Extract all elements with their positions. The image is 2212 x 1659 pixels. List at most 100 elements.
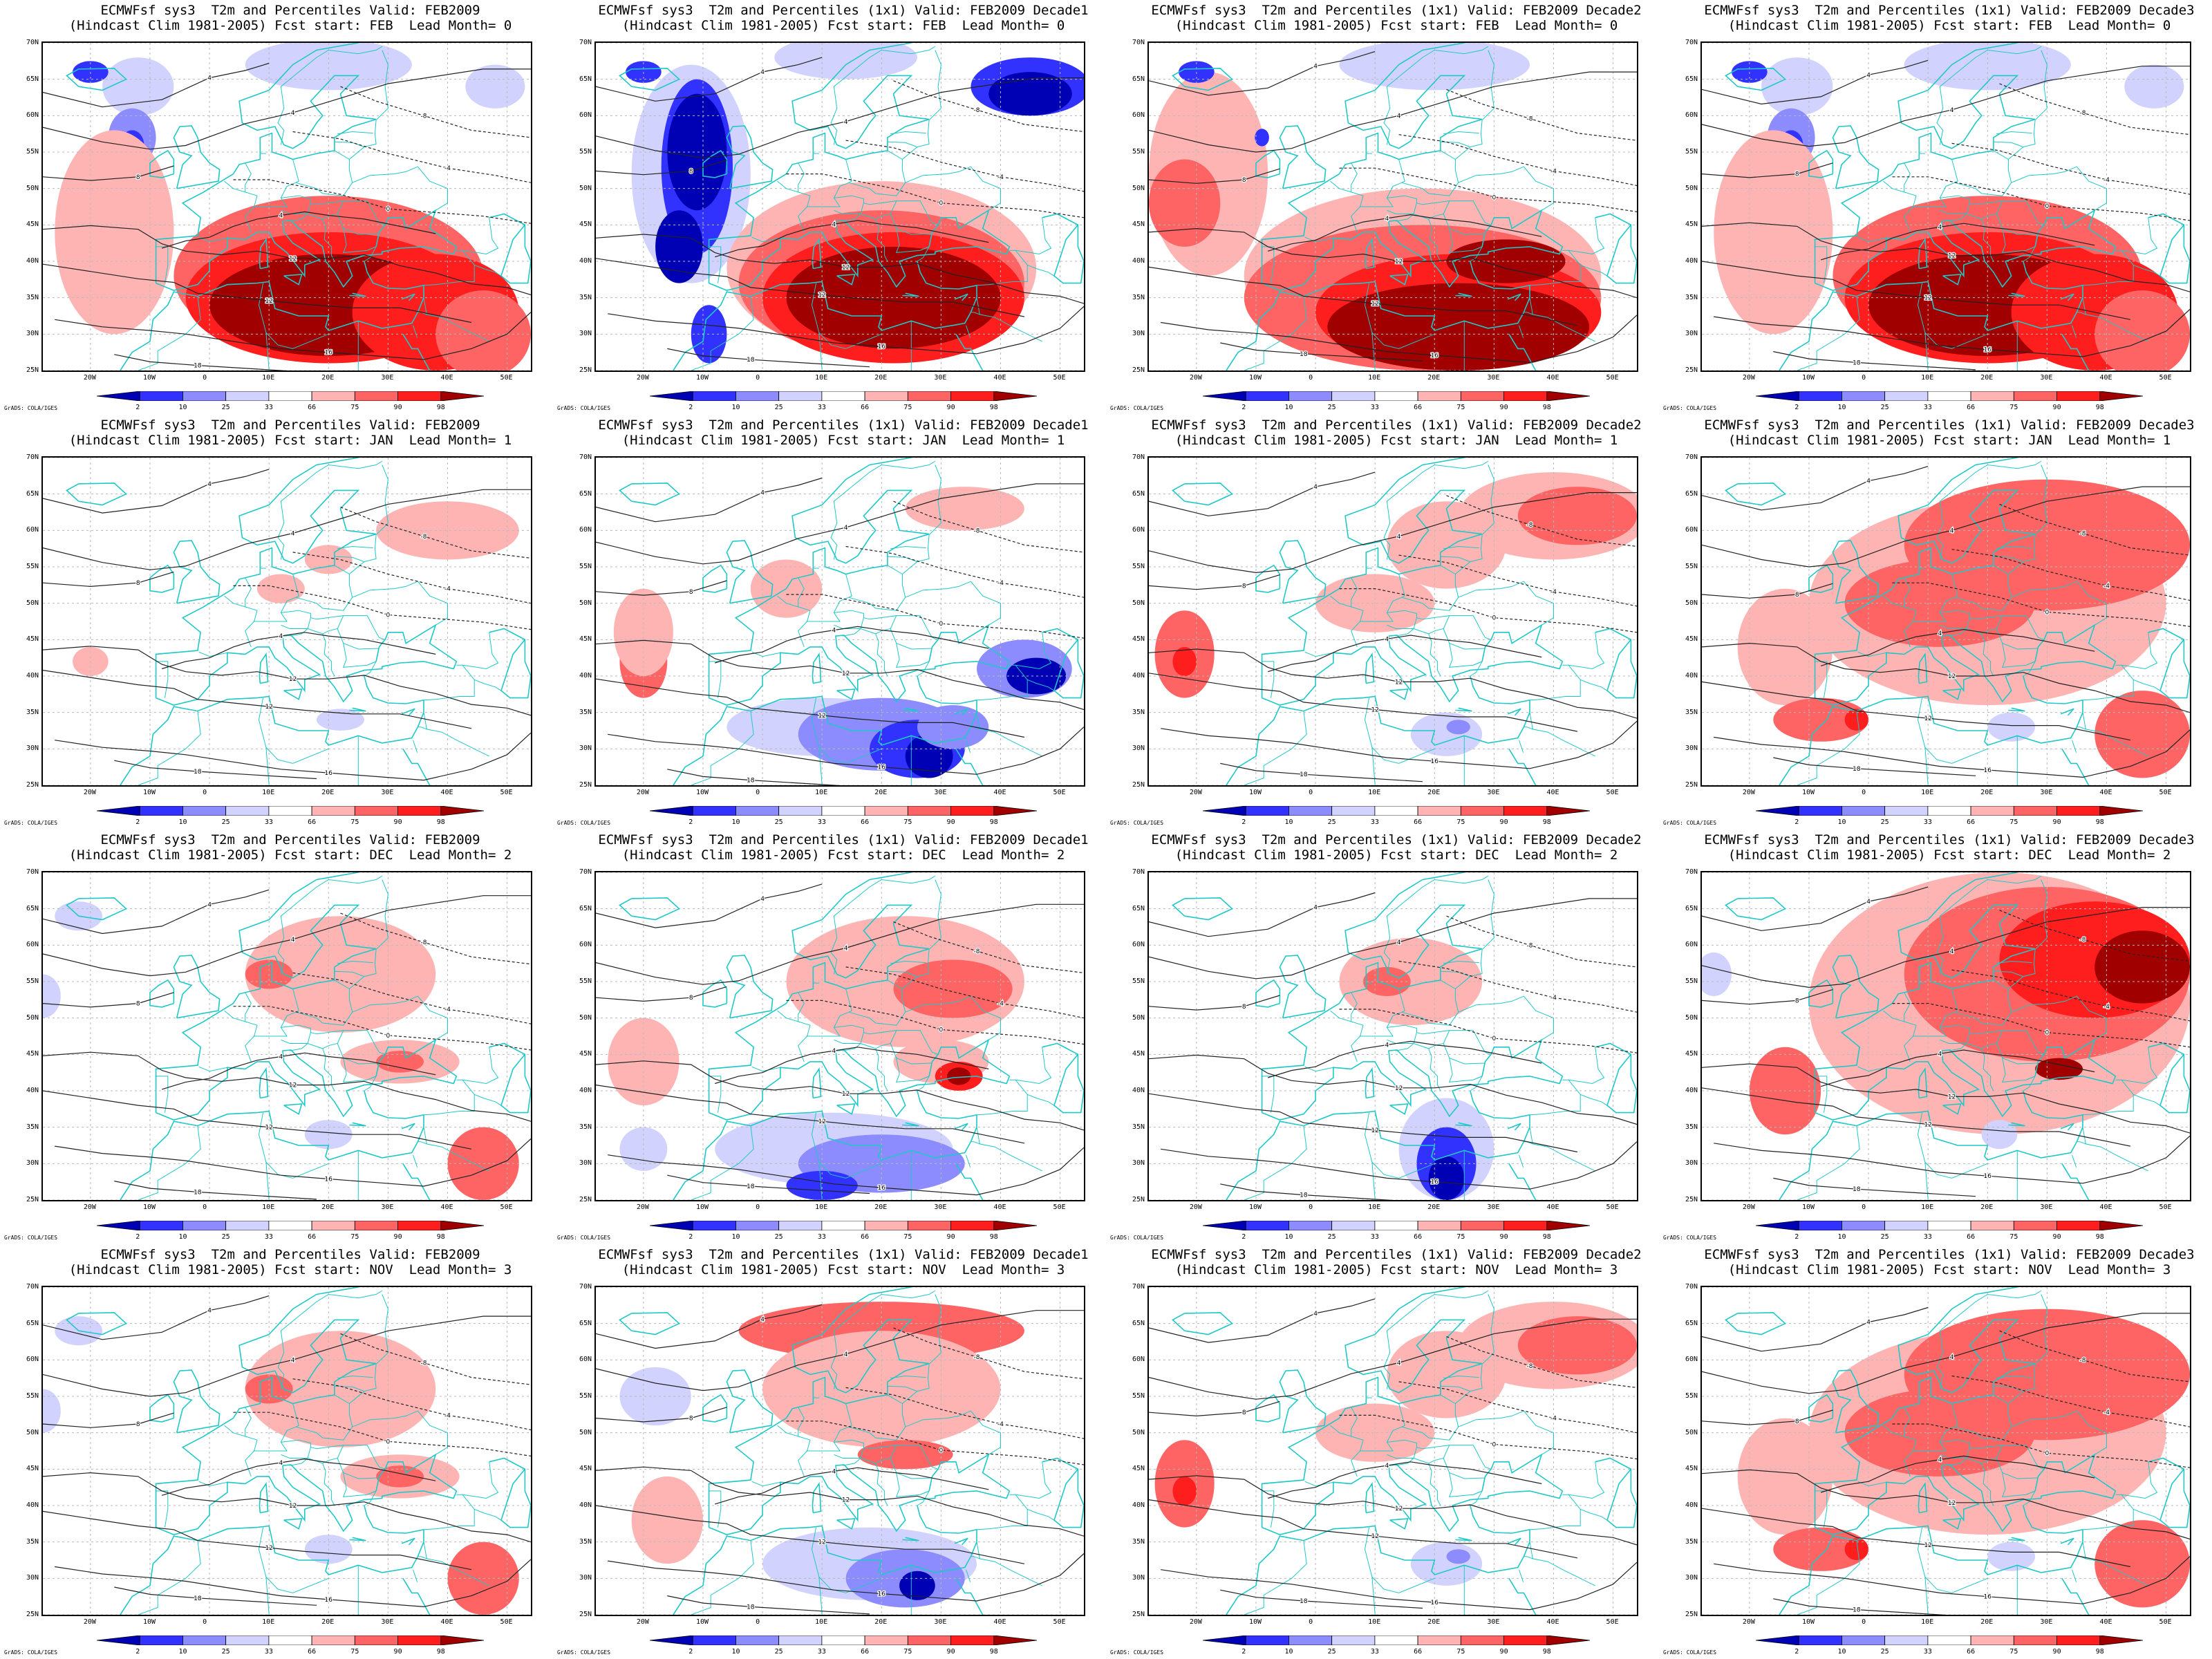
panel-subtitle: (Hindcast Clim 1981-2005) Fcst start: DE…	[1174, 847, 1618, 863]
country-border	[1401, 150, 1459, 196]
colorbar-label: 33	[817, 1648, 826, 1656]
colorbar	[1203, 1221, 1590, 1230]
temperature-contour	[596, 234, 1084, 304]
colorbar-label: 25	[774, 818, 783, 826]
lat-tick-label: 70N	[26, 868, 39, 876]
country-border	[265, 1162, 270, 1200]
country-border	[1913, 159, 1958, 207]
map-panel: ECMWFsf sys3 T2m and Percentiles (1x1) V…	[553, 0, 1106, 415]
lon-tick-label: 0	[203, 1618, 207, 1626]
coastline	[1725, 482, 1786, 506]
lat-tick-label: 25N	[579, 366, 592, 374]
lon-tick-label: 30E	[934, 374, 947, 382]
lon-tick-label: 0	[756, 1618, 760, 1626]
country-border	[1396, 214, 1414, 222]
colorbar-swatch	[907, 1635, 951, 1645]
colorbar-label: 25	[1880, 1648, 1889, 1656]
colorbar-swatch	[97, 391, 140, 401]
temperature-contour	[1446, 915, 1637, 968]
panel-title: ECMWFsf sys3 T2m and Percentiles (1x1) V…	[1704, 3, 2195, 18]
colorbar-label: 2	[1241, 818, 1246, 826]
country-border	[1936, 460, 2042, 560]
map-area: 4 4 8 -4 -8 0 12 12 4 16 18	[594, 41, 1085, 372]
percentile-shading	[946, 1067, 971, 1085]
coastline	[259, 1482, 269, 1514]
country-border	[2034, 1294, 2047, 1365]
colorbar-swatch	[993, 1635, 1037, 1645]
country-border	[1428, 218, 1441, 262]
contour-label: 18	[1300, 351, 1308, 358]
country-border	[1993, 556, 2024, 563]
panel-title: ECMWFsf sys3 T2m and Percentiles (1x1) V…	[598, 418, 1089, 433]
lat-tick-label: 45N	[579, 1465, 592, 1473]
lon-tick-label: 20W	[1742, 1203, 1755, 1211]
country-border	[896, 1445, 939, 1470]
map-panel: ECMWFsf sys3 T2m and Percentiles Valid: …	[0, 830, 553, 1244]
coastline	[709, 1038, 1011, 1121]
lat-tick-label: 35N	[1685, 293, 1698, 301]
country-border	[1015, 217, 1052, 255]
colorbar-swatch	[692, 391, 736, 401]
country-border	[1443, 1043, 1485, 1065]
temperature-contour	[43, 895, 531, 977]
country-border	[462, 217, 499, 255]
coastline	[1255, 564, 1281, 593]
colorbar-label: 75	[1456, 818, 1465, 826]
percentile-shading	[55, 130, 174, 335]
country-border	[875, 1463, 888, 1506]
lat-tick-label: 25N	[1685, 1196, 1698, 1203]
temperature-contour	[1149, 51, 1376, 96]
contour-label: 12	[289, 256, 297, 263]
country-border	[1371, 1577, 1376, 1615]
colorbar-swatch	[1503, 806, 1548, 816]
temperature-contour	[667, 1595, 870, 1615]
colorbar	[97, 1221, 484, 1230]
grads-credit: GrADS: COLA/IGES	[1663, 405, 1717, 411]
contour-label: 0	[939, 1027, 943, 1034]
temperature-contour	[1821, 223, 2095, 261]
lon-tick-label: 40E	[1546, 1203, 1559, 1211]
country-border	[830, 875, 936, 975]
country-border	[1797, 711, 1860, 785]
country-border	[224, 180, 258, 233]
lat-tick-label: 30N	[1685, 744, 1698, 753]
coastline	[1779, 261, 2083, 371]
colorbar-swatch	[311, 1635, 355, 1645]
country-border	[1455, 949, 1483, 989]
contour-label: 4	[1950, 107, 1954, 114]
coastline	[401, 1537, 415, 1546]
coastline	[1455, 707, 1472, 712]
country-border	[971, 1556, 980, 1559]
country-border	[1413, 1444, 1450, 1464]
colorbar-swatch	[182, 1635, 227, 1645]
lon-tick-label: 20E	[1427, 789, 1441, 796]
country-border	[1936, 46, 2042, 145]
colorbar-label: 33	[264, 1233, 273, 1241]
country-border	[1913, 574, 1958, 622]
lat-tick-label: 40N	[1685, 257, 1698, 265]
colorbar-label: 75	[1456, 1233, 1465, 1241]
colorbar-label: 66	[308, 1648, 317, 1656]
lon-tick-label: 10W	[695, 374, 709, 382]
lon-tick-label: 50E	[500, 374, 513, 382]
lat-tick-label: 30N	[26, 330, 39, 338]
contour-label: 12	[818, 1539, 825, 1546]
colorbar-label: 75	[350, 404, 359, 411]
country-border	[2002, 1030, 2045, 1055]
contour-label: 4	[844, 1351, 848, 1358]
contour-label: 12	[1948, 1500, 1956, 1507]
temperature-contour	[1702, 162, 1833, 178]
country-border	[1428, 1463, 1441, 1506]
percentile-shading	[43, 1389, 61, 1433]
lon-tick-label: 0	[203, 789, 207, 796]
colorbar-swatch	[692, 1221, 736, 1230]
country-border	[322, 633, 335, 677]
coastline	[1942, 1518, 1962, 1530]
temperature-contour	[1161, 1562, 1637, 1611]
coastline	[709, 1453, 1011, 1535]
coastline	[173, 955, 221, 1019]
colorbar-swatch	[311, 1221, 355, 1230]
contour-label: 4	[844, 119, 848, 126]
contour-label: 0	[939, 621, 943, 628]
lon-tick-label: 50E	[1053, 789, 1066, 796]
